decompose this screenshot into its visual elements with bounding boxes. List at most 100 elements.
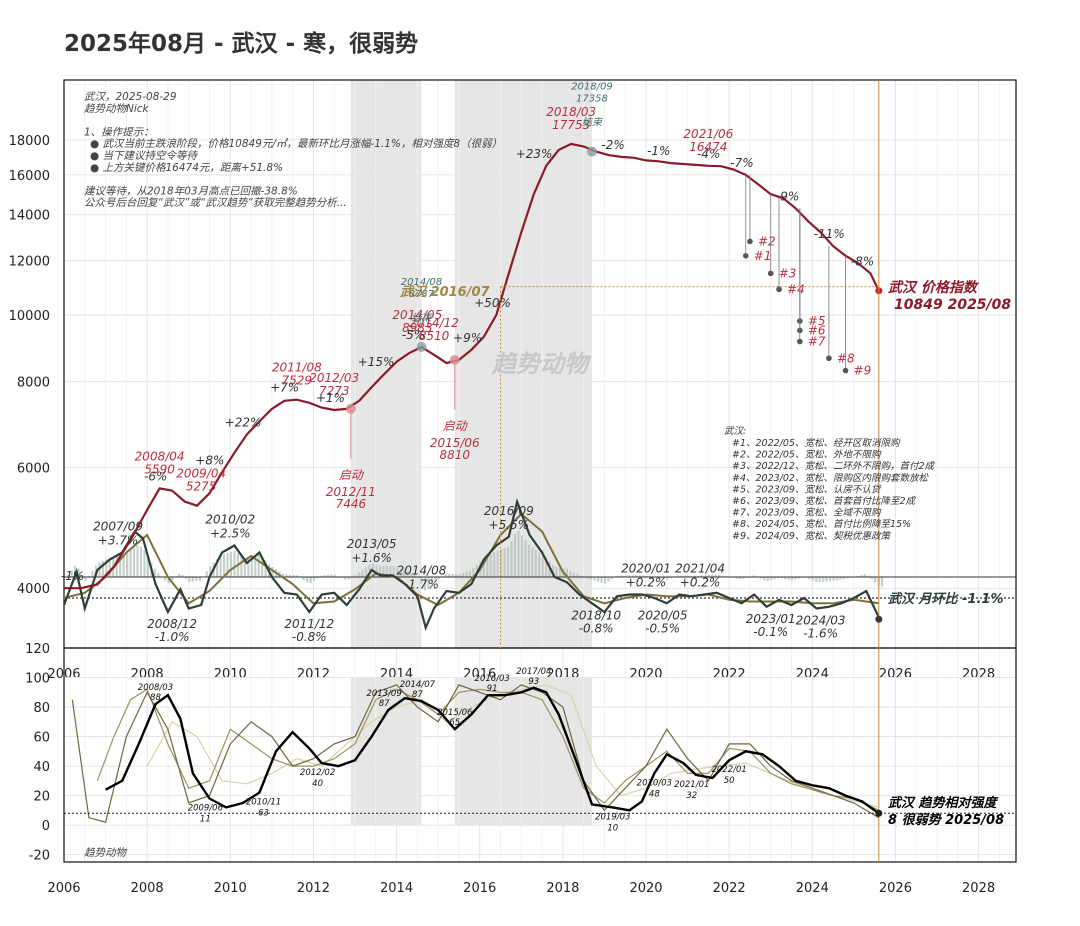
mom-histogram-bar (132, 544, 136, 577)
rs-main-line (105, 686, 880, 815)
mom-histogram-bar (704, 575, 707, 577)
mom-histogram-bar (818, 577, 821, 582)
mom-histogram-bar (482, 558, 485, 577)
mom-histogram-bar (621, 575, 624, 577)
price-peak-date: 2014/12 (409, 316, 459, 330)
mom-histogram-bar (361, 570, 364, 577)
price-peak-value: 5275 (186, 480, 217, 494)
mom-histogram-bar (271, 566, 274, 577)
chart-title: 2025年08月 - 武汉 - 寒，很弱势 (64, 31, 419, 57)
mom-ma-line (63, 512, 879, 607)
mom-peak-date: 2020/01 (621, 562, 671, 576)
mom-peak-value: -1.0% (155, 630, 190, 644)
mom-histogram-bar (219, 555, 222, 577)
x-tick-label-bottom: 2028 (962, 881, 995, 896)
price-change-label: -9% (776, 189, 799, 203)
mom-histogram-bar (721, 575, 724, 577)
policy-tag: #9 (854, 364, 872, 378)
price-change-label: -4% (697, 147, 720, 161)
note-line: 1、操作提示： (84, 126, 154, 138)
y-tick-label-price: 12000 (9, 255, 50, 270)
rs-peak-value: 32 (686, 791, 697, 801)
x-tick-label-bottom: 2026 (879, 881, 912, 896)
trend-end-label: 结束 (582, 117, 604, 129)
mom-histogram-bar (451, 573, 454, 577)
mom-histogram-bar (354, 574, 357, 577)
x-tick-label-bottom: 2022 (713, 881, 746, 896)
rs-peak-date: 2019/03 (595, 812, 630, 822)
mom-histogram-bar (822, 577, 825, 582)
mom-peak-value: +0.2% (626, 576, 667, 590)
y-tick-label-price: 18000 (9, 134, 50, 149)
mom-histogram-bar (538, 552, 541, 577)
policy-point (767, 270, 774, 277)
trend-end-point (416, 342, 427, 353)
policy-point (742, 252, 749, 259)
mom-histogram-bar (835, 577, 839, 581)
mom-histogram-bar (493, 552, 496, 577)
mom-histogram-bar (468, 570, 472, 577)
mom-histogram-bar (191, 577, 195, 582)
x-tick-label-top: 2024 (796, 667, 829, 682)
mom-histogram-bar (842, 577, 846, 580)
price-change-label: -7% (730, 156, 753, 170)
mom-histogram-bar (676, 575, 679, 577)
mom-peak-value: -1.6% (803, 627, 838, 641)
mom-histogram-bar (434, 577, 437, 582)
mom-histogram-bar (790, 577, 794, 581)
rs-source-label: 趋势动物 (84, 847, 127, 859)
mom-histogram-bar (74, 565, 77, 577)
mom-histogram-bar (752, 575, 756, 577)
trend-start-date: 2012/11 (326, 485, 376, 499)
rs-peak-date: 2021/01 (674, 780, 709, 790)
mom-histogram-bar (313, 577, 316, 581)
price-peak-date: 2009/04 (176, 467, 226, 481)
policy-point (776, 286, 782, 293)
policy-point (842, 367, 849, 374)
mom-histogram-bar (108, 557, 111, 577)
mom-histogram-bar (524, 540, 527, 577)
rs-variant-a-line (71, 684, 880, 823)
mom-legend-label: 武汉 月环比 -1.1% (888, 591, 1004, 607)
policy-point (826, 355, 832, 362)
mom-histogram-bar (87, 575, 91, 577)
rs-peak-value: 91 (487, 684, 498, 694)
y-tick-label-rs: 40 (33, 760, 50, 775)
mom-histogram-bar (839, 577, 842, 580)
policy-tag: #2 (758, 234, 776, 248)
y-tick-label-price: 4000 (17, 582, 50, 597)
policy-item: #9、2024/09、宽松、契税优惠政策 (732, 530, 891, 542)
rs-peak-date: 2010/11 (246, 798, 281, 808)
mom-histogram-bar (759, 577, 762, 579)
rs-last-point (875, 809, 883, 817)
y-tick-label-price: 16000 (9, 169, 50, 184)
y-tick-label-price: 14000 (9, 209, 50, 224)
rs-peak-value: 88 (150, 693, 161, 703)
watermark: 趋势动物 (491, 350, 592, 378)
mom-histogram-bar (101, 560, 104, 577)
mom-histogram-bar (382, 565, 385, 577)
mom-histogram-bar (164, 577, 167, 581)
mom-histogram-bar (586, 577, 589, 579)
mom-histogram-bar (458, 574, 461, 577)
price-peak-value: 8983 (402, 321, 433, 335)
mom-histogram-bar (195, 577, 198, 582)
mom-histogram-bar (288, 574, 291, 577)
mom-histogram-bar (143, 549, 146, 577)
mom-histogram-bar (188, 577, 191, 583)
trend-end-label: 结束 (412, 312, 434, 324)
mom-histogram-bar (662, 577, 665, 579)
price-legend-label: 武汉 价格指数 (888, 279, 979, 296)
mom-histogram-bar (216, 559, 219, 577)
mom-peak-value: -1.7% (404, 577, 439, 591)
mom-histogram-bar (520, 535, 524, 577)
mom-histogram-bar (146, 556, 150, 577)
mom-histogram-bar (316, 577, 319, 579)
mom-histogram-bar (590, 577, 593, 580)
mom-peak-value: -0.5% (645, 621, 680, 635)
mom-histogram-bar (527, 544, 530, 577)
policy-tag: #1 (754, 249, 772, 263)
rs-peak-date: 2009/06 (188, 804, 224, 814)
mom-histogram-bar (437, 577, 440, 579)
y-tick-label-rs: 100 (25, 672, 50, 687)
